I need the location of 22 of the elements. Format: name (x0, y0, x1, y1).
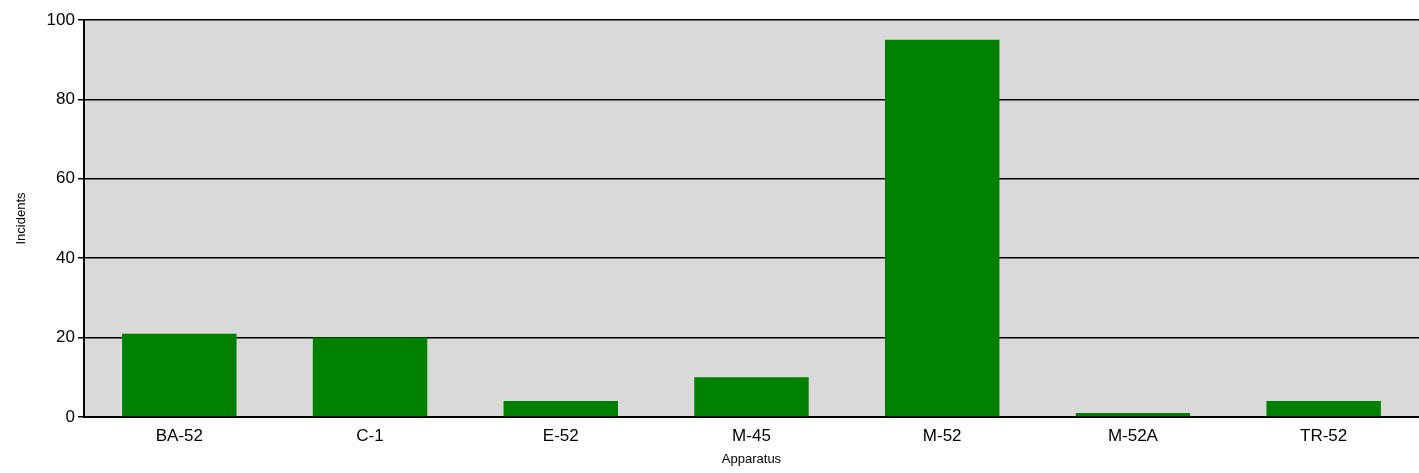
y-tick-label: 80 (56, 89, 75, 109)
x-tick-label: M-52 (922, 425, 962, 445)
bar (503, 401, 618, 417)
x-tick-label: C-1 (356, 425, 384, 445)
y-axis-title: Incidents (13, 191, 29, 245)
x-tick-label: M-45 (732, 425, 771, 445)
x-tick-label: E-52 (542, 425, 579, 445)
y-tick-label: 100 (46, 9, 75, 29)
bar (1266, 401, 1381, 417)
bar (122, 333, 237, 417)
x-tick-label: BA-52 (155, 425, 203, 445)
y-tick-label: 20 (56, 327, 75, 347)
bar (1075, 413, 1191, 417)
x-axis-title: Apparatus (721, 450, 782, 466)
bar (312, 337, 428, 417)
x-tick-label: M-52A (1107, 425, 1159, 445)
y-tick-label: 60 (56, 168, 75, 188)
bar (884, 39, 1000, 417)
y-tick-label: 40 (56, 247, 75, 267)
y-tick-label: 0 (65, 406, 75, 426)
x-tick-label: TR-52 (1300, 425, 1348, 445)
bar (694, 377, 809, 417)
